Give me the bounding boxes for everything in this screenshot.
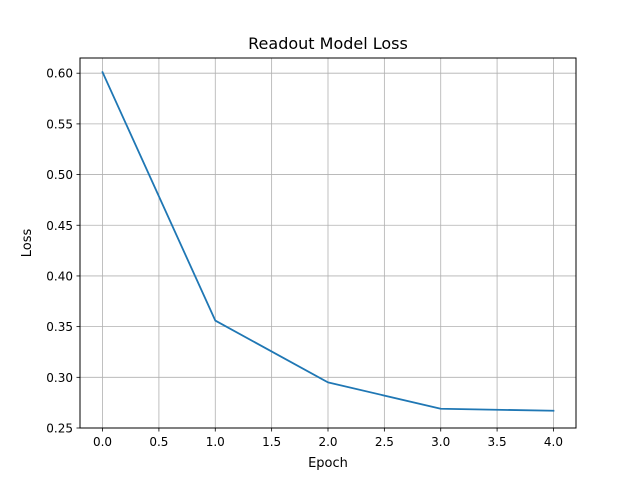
y-tick-label: 0.30 bbox=[46, 371, 73, 385]
y-tick-label: 0.25 bbox=[46, 422, 73, 436]
x-tick-label: 2.0 bbox=[318, 435, 337, 449]
x-tick-label: 0.5 bbox=[149, 435, 168, 449]
y-tick-label: 0.45 bbox=[46, 219, 73, 233]
x-tick-label: 3.0 bbox=[431, 435, 450, 449]
y-tick-label: 0.40 bbox=[46, 269, 73, 283]
x-tick-label: 2.5 bbox=[375, 435, 394, 449]
y-tick-label: 0.55 bbox=[46, 117, 73, 131]
x-tick-label: 4.0 bbox=[544, 435, 563, 449]
series-layer bbox=[101, 70, 555, 412]
y-tick-label: 0.35 bbox=[46, 320, 73, 334]
y-tick-label: 0.60 bbox=[46, 67, 73, 81]
grid bbox=[80, 58, 576, 429]
x-tick-label: 3.5 bbox=[488, 435, 507, 449]
y-axis-label: Loss bbox=[20, 229, 35, 258]
x-tick-label: 0.0 bbox=[93, 435, 112, 449]
chart-title: Readout Model Loss bbox=[248, 34, 408, 53]
x-tick-label: 1.5 bbox=[262, 435, 281, 449]
x-tick-label: 1.0 bbox=[206, 435, 225, 449]
ticks: 0.0 0.5 1.0 1.5 2.0 2.5 3.0 3.5 4.0 0.25 0.30 0.35 0… bbox=[46, 67, 563, 449]
x-axis-label: Epoch bbox=[308, 456, 348, 471]
loss-series-line bbox=[101, 70, 555, 412]
y-tick-label: 0.50 bbox=[46, 168, 73, 182]
